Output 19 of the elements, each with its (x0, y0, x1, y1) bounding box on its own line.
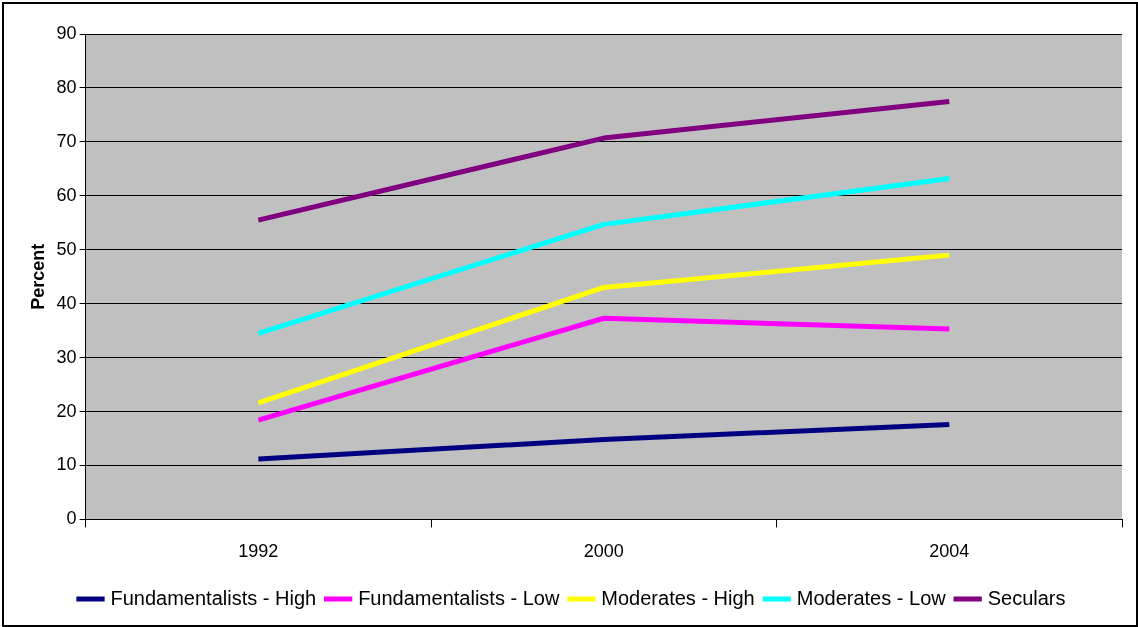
y-tick-label: 50 (56, 238, 77, 259)
y-axis-title: Percent (27, 243, 48, 310)
x-tick-label: 1992 (238, 541, 279, 562)
y-tick-label: 0 (66, 508, 77, 529)
legend-label: Moderates - High (601, 586, 755, 609)
legend-label: Fundamentalists - Low (358, 586, 560, 609)
x-tick-label: 2000 (583, 541, 624, 562)
y-tick-label: 20 (56, 400, 77, 421)
y-tick-label: 90 (56, 22, 77, 43)
y-tick-label: 60 (56, 184, 77, 205)
y-tick-label: 70 (56, 130, 77, 151)
x-tick-label: 2004 (929, 541, 970, 562)
legend-label: Moderates - Low (796, 586, 947, 609)
y-tick-label: 80 (56, 76, 77, 97)
legend-label: Seculars (987, 586, 1066, 609)
y-tick-label: 30 (56, 346, 77, 367)
y-tick-label: 10 (56, 454, 77, 475)
y-tick-label: 40 (56, 292, 77, 313)
legend-label: Fundamentalists - High (110, 586, 317, 609)
